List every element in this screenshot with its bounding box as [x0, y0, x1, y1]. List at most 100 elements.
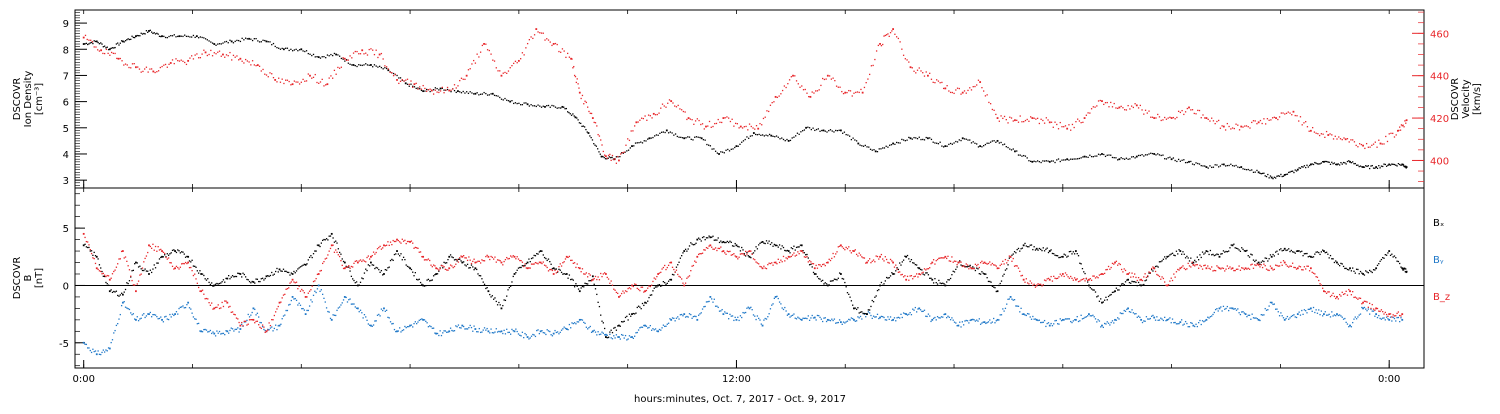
data-point: [582, 125, 584, 127]
data-point: [853, 92, 855, 94]
data-point: [503, 299, 505, 301]
data-point: [1002, 117, 1004, 120]
data-point: [1059, 160, 1061, 163]
data-point: [882, 315, 884, 318]
data-point: [669, 261, 671, 264]
data-point: [1082, 121, 1084, 123]
data-point: [1143, 276, 1145, 278]
data-point: [818, 277, 820, 280]
data-point: [1398, 129, 1400, 132]
data-point: [1038, 283, 1041, 286]
data-point: [504, 299, 507, 302]
data-point: [1013, 265, 1016, 267]
data-point: [1171, 252, 1174, 254]
data-point: [220, 55, 222, 57]
data-point: [641, 326, 644, 328]
data-point: [1016, 305, 1018, 307]
data-point: [455, 91, 457, 94]
velocity-tick-label: 460: [1430, 29, 1449, 40]
data-point: [314, 290, 316, 292]
data-point: [533, 263, 535, 265]
data-point: [686, 315, 688, 318]
data-point: [145, 270, 148, 272]
data-point: [1350, 326, 1353, 328]
data-point: [1135, 276, 1137, 279]
data-point: [839, 273, 842, 275]
data-point: [1162, 277, 1165, 280]
data-point: [1369, 269, 1371, 272]
data-point: [851, 95, 853, 97]
data-point: [782, 246, 785, 249]
data-point: [1357, 268, 1359, 271]
data-point: [595, 145, 598, 147]
data-point: [787, 139, 790, 142]
data-point: [944, 284, 947, 287]
data-point: [680, 136, 682, 139]
data-point: [1250, 318, 1252, 320]
data-point: [1145, 276, 1148, 279]
data-point: [825, 262, 828, 264]
data-point: [679, 314, 682, 316]
data-point: [234, 40, 236, 43]
data-point: [1395, 134, 1397, 136]
data-point: [136, 316, 138, 318]
data-point: [866, 313, 868, 316]
data-point: [419, 318, 422, 321]
data-point: [366, 256, 368, 259]
data-point: [778, 95, 780, 97]
data-point: [89, 349, 91, 352]
data-point: [587, 283, 589, 285]
data-point: [681, 313, 683, 316]
data-point: [660, 329, 662, 331]
data-point: [790, 76, 792, 78]
data-point: [321, 56, 323, 58]
data-point: [811, 314, 813, 317]
data-point: [442, 267, 444, 269]
data-point: [979, 323, 982, 325]
data-point: [342, 260, 345, 263]
data-point: [857, 142, 860, 145]
data-point: [614, 158, 616, 160]
data-point: [88, 244, 90, 246]
data-point: [645, 289, 648, 292]
data-point: [430, 89, 433, 92]
data-point: [1202, 165, 1204, 167]
data-point: [1152, 266, 1154, 268]
data-point: [303, 292, 306, 294]
data-point: [1085, 316, 1088, 318]
data-point: [213, 332, 216, 335]
data-point: [408, 266, 410, 268]
data-point: [1242, 248, 1244, 250]
data-point: [224, 300, 226, 302]
data-point: [610, 157, 612, 159]
data-point: [829, 259, 832, 262]
data-point: [330, 244, 333, 247]
data-point: [226, 301, 229, 304]
data-point: [294, 297, 296, 300]
data-point: [93, 251, 95, 254]
data-point: [529, 260, 531, 263]
data-point: [271, 271, 273, 274]
data-point: [233, 330, 235, 332]
data-point: [127, 265, 129, 267]
data-point: [567, 256, 569, 259]
data-point: [555, 272, 557, 274]
data-point: [831, 257, 833, 260]
data-point: [1213, 269, 1215, 272]
data-point: [241, 37, 243, 40]
data-point: [1175, 271, 1178, 273]
data-point: [1251, 313, 1253, 315]
data-point: [1174, 276, 1176, 278]
data-point: [874, 58, 876, 61]
data-point: [1238, 249, 1240, 251]
data-point: [439, 87, 442, 90]
data-point: [1353, 318, 1355, 320]
data-point: [401, 238, 403, 240]
data-point: [731, 253, 734, 256]
data-point: [647, 327, 649, 329]
data-point: [1019, 154, 1021, 156]
data-point: [830, 78, 833, 80]
data-point: [400, 331, 402, 333]
data-point: [813, 92, 815, 94]
data-point: [1309, 163, 1312, 166]
